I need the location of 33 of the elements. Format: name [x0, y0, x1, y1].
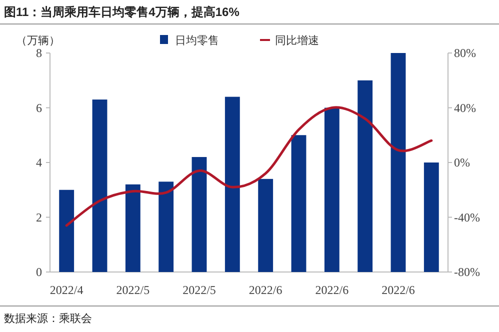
bar [258, 178, 274, 272]
x-tick-label: 2022/4 [50, 283, 84, 297]
bar [224, 96, 240, 272]
bar [92, 100, 108, 272]
bar [390, 53, 406, 272]
x-tick-label: 2022/6 [248, 283, 282, 297]
y-axis-title: （万辆） [16, 35, 60, 47]
y-tick-label: 6 [36, 100, 42, 115]
bar [158, 182, 174, 272]
x-tick-label: 2022/6 [382, 283, 415, 297]
bar [192, 157, 207, 272]
legend-label: 日均零售 [175, 35, 219, 47]
x-tick-label: 2022/5 [182, 283, 216, 297]
bar [59, 190, 74, 272]
source-note: 数据来源：乘联会 [4, 312, 92, 325]
y2-tick-label: -40% [454, 210, 480, 224]
bar [125, 184, 140, 272]
y2-tick-label: 0% [454, 156, 470, 170]
y-tick-label: 2 [36, 210, 42, 224]
bar [324, 108, 340, 272]
bar [424, 162, 439, 272]
y2-tick-label: 40% [454, 100, 476, 115]
bar [358, 80, 373, 272]
y2-tick-label: -80% [454, 265, 480, 279]
bar [291, 135, 306, 272]
y2-tick-label: 80% [454, 46, 476, 60]
y-tick-label: 4 [36, 156, 42, 170]
legend-label: 同比增速 [275, 34, 319, 47]
x-tick-label: 2022/5 [116, 283, 150, 297]
y-tick-label: 0 [36, 265, 42, 279]
y-tick-label: 8 [36, 46, 42, 60]
x-tick-label: 2022/6 [315, 283, 349, 297]
chart-title: 图11：当周乘用车日均零售4万辆，提高16% [4, 5, 240, 19]
